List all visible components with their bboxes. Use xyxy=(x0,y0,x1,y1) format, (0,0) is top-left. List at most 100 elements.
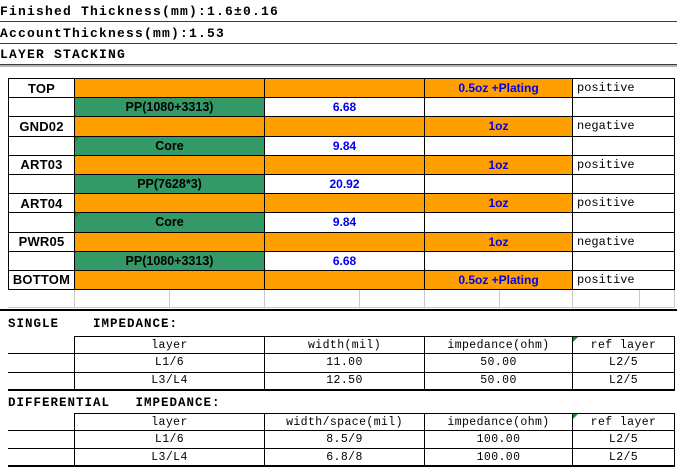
spacer-cell xyxy=(573,98,675,118)
copper-band-cell xyxy=(75,270,265,291)
stacking-row-dielectric: Core 9.84 xyxy=(9,136,675,156)
stacking-row-top: TOP 0.5oz +Plating positive xyxy=(9,79,675,99)
grid-cell xyxy=(360,290,425,308)
copper-band-cell xyxy=(265,270,425,291)
width-cell: 12.50 xyxy=(265,372,425,391)
single-impedance-title: SINGLE IMPEDANCE: xyxy=(8,317,179,331)
spacer-cell xyxy=(425,98,573,118)
table-row: L3/L4 6.8/8 100.00 L2/5 xyxy=(8,449,675,467)
ref-layer-cell: L2/5 xyxy=(573,431,675,449)
material-cell: Core xyxy=(75,213,265,233)
column-header-width: width(mil) xyxy=(265,336,425,355)
column-header-impedance: impedance(ohm) xyxy=(425,413,573,431)
thickness-cell: 9.84 xyxy=(265,136,425,156)
width-cell: 11.00 xyxy=(265,354,425,373)
spacer-cell xyxy=(8,449,75,467)
thickness-cell: 9.84 xyxy=(265,213,425,233)
spacer-cell xyxy=(8,354,75,373)
table-row: L1/6 8.5/9 100.00 L2/5 xyxy=(8,431,675,449)
single-impedance-table: layer width(mil) impedance(ohm) ref laye… xyxy=(8,336,675,391)
copper-band-cell xyxy=(265,117,425,137)
spacer-cell xyxy=(425,174,573,195)
width-space-cell: 8.5/9 xyxy=(265,431,425,449)
thickness-cell: 6.68 xyxy=(265,98,425,118)
copper-band-cell xyxy=(75,79,265,99)
impedance-cell: 50.00 xyxy=(425,372,573,391)
stacking-row-art03: ART03 1oz positive xyxy=(9,155,675,175)
copper-weight-cell: 1oz xyxy=(425,232,573,252)
spacer-cell xyxy=(573,213,675,233)
copper-band-cell xyxy=(75,232,265,252)
copper-band-cell xyxy=(265,79,425,99)
impedance-cell: 50.00 xyxy=(425,354,573,373)
layer-name-cell: BOTTOM xyxy=(9,270,75,291)
ref-layer-cell: L2/5 xyxy=(573,372,675,391)
spacer-cell xyxy=(425,136,573,156)
grid-cell xyxy=(500,290,573,308)
copper-weight-cell: 1oz xyxy=(425,117,573,137)
copper-band-cell xyxy=(265,232,425,252)
table-row: L3/L4 12.50 50.00 L2/5 xyxy=(8,372,675,391)
layer-cell: L1/6 xyxy=(75,354,265,373)
grid-cell xyxy=(425,290,500,308)
section-divider xyxy=(0,309,677,311)
polarity-cell: positive xyxy=(573,270,675,291)
material-cell: Core xyxy=(75,136,265,156)
grid-cell xyxy=(170,290,265,308)
polarity-cell: negative xyxy=(573,117,675,137)
table-row: L1/6 11.00 50.00 L2/5 xyxy=(8,354,675,373)
layer-cell: L1/6 xyxy=(75,431,265,449)
width-space-cell: 6.8/8 xyxy=(265,449,425,467)
layer-name-cell: ART04 xyxy=(9,194,75,214)
green-corner-flag-icon xyxy=(75,136,80,142)
grid-cell xyxy=(8,290,75,308)
account-thickness-text: AccountThickness(mm):1.53 xyxy=(0,24,677,44)
stacking-row-gnd02: GND02 1oz negative xyxy=(9,117,675,137)
column-header-layer: layer xyxy=(75,336,265,355)
layer-name-cell xyxy=(9,98,75,118)
impedance-cell: 100.00 xyxy=(425,449,573,467)
spacer-cell xyxy=(8,431,75,449)
grid-cell xyxy=(265,290,360,308)
header-label: ref layer xyxy=(590,338,657,352)
column-header-ref-layer: ref layer xyxy=(573,413,675,431)
impedance-cell: 100.00 xyxy=(425,431,573,449)
column-header-layer: layer xyxy=(75,413,265,431)
green-corner-flag-icon xyxy=(75,213,80,219)
stacking-row-dielectric: Core 9.84 xyxy=(9,213,675,233)
copper-weight-cell: 0.5oz +Plating xyxy=(425,79,573,99)
copper-band-cell xyxy=(265,155,425,175)
stacking-row-dielectric: PP(1080+3313) 6.68 xyxy=(9,98,675,118)
copper-weight-cell: 1oz xyxy=(425,155,573,175)
material-cell: PP(7628*3) xyxy=(75,174,265,195)
stacking-row-bottom: BOTTOM 0.5oz +Plating positive xyxy=(9,270,675,291)
table-header-row: layer width(mil) impedance(ohm) ref laye… xyxy=(8,336,675,355)
material-label: Core xyxy=(155,215,184,230)
stacking-row-dielectric: PP(1080+3313) 6.68 xyxy=(9,251,675,271)
stacking-row-pwr05: PWR05 1oz negative xyxy=(9,232,675,252)
copper-band-cell xyxy=(75,117,265,137)
material-cell: PP(1080+3313) xyxy=(75,251,265,271)
spacer-cell xyxy=(425,213,573,233)
spacer-cell xyxy=(8,372,75,391)
empty-spreadsheet-row xyxy=(8,290,675,308)
finished-thickness-text: Finished Thickness(mm):1.6±0.16 xyxy=(0,2,677,22)
layer-name-cell: ART03 xyxy=(9,155,75,175)
copper-band-cell xyxy=(75,194,265,214)
copper-band-cell xyxy=(265,194,425,214)
spacer-cell xyxy=(573,251,675,271)
column-header-ref-layer: ref layer xyxy=(573,336,675,355)
column-header-width-space: width/space(mil) xyxy=(265,413,425,431)
copper-weight-cell: 1oz xyxy=(425,194,573,214)
stacking-row-art04: ART04 1oz positive xyxy=(9,194,675,214)
grid-cell xyxy=(640,290,675,308)
grid-cell xyxy=(75,290,170,308)
layer-name-cell xyxy=(9,213,75,233)
ref-layer-cell: L2/5 xyxy=(573,354,675,373)
grid-cell xyxy=(573,290,640,308)
layer-name-cell xyxy=(9,251,75,271)
polarity-cell: negative xyxy=(573,232,675,252)
material-cell: PP(1080+3313) xyxy=(75,98,265,118)
layer-name-cell: PWR05 xyxy=(9,232,75,252)
